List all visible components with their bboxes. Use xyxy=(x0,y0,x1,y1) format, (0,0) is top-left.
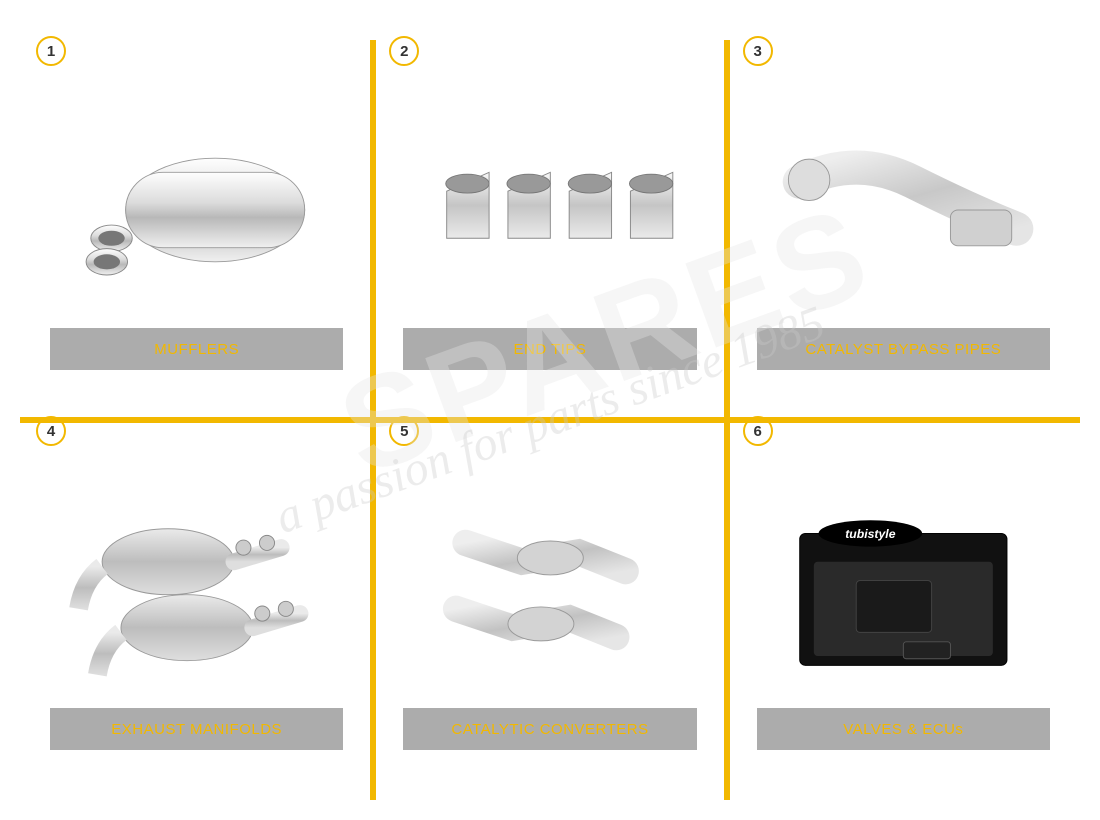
cell-label: END TIPS xyxy=(514,341,587,358)
muffler-icon xyxy=(55,77,338,343)
cell-label: VALVES & ECUs xyxy=(843,721,963,738)
badge-number: 5 xyxy=(400,423,408,440)
brand-text: tubistyle xyxy=(845,527,896,541)
cell-label-bar: MUFFLERS xyxy=(50,328,343,370)
grid-cell-endtips[interactable]: 2 xyxy=(373,20,726,400)
cell-label-bar: EXHAUST MANIFOLDS xyxy=(50,708,343,750)
ecu-box-icon: tubistyle xyxy=(762,457,1045,723)
cell-number-badge: 3 xyxy=(743,36,773,66)
cell-label-bar: CATALYTIC CONVERTERS xyxy=(403,708,696,750)
grid-cell-ecu[interactable]: 6 tubistyle VALVES & ECUs xyxy=(727,400,1080,780)
manifold-icon xyxy=(55,457,338,723)
grid-cell-mufflers[interactable]: 1 MUFFLERS xyxy=(20,20,373,400)
grid-cell-catconv[interactable]: 5 xyxy=(373,400,726,780)
badge-number: 3 xyxy=(753,43,761,60)
bypass-pipe-icon xyxy=(762,77,1045,343)
cell-label-bar: CATALYST BYPASS PIPES xyxy=(757,328,1050,370)
badge-number: 1 xyxy=(47,43,55,60)
cell-label-bar: END TIPS xyxy=(403,328,696,370)
cell-number-badge: 2 xyxy=(389,36,419,66)
catalytic-converter-icon xyxy=(409,457,692,723)
badge-number: 2 xyxy=(400,43,408,60)
badge-number: 4 xyxy=(47,423,55,440)
product-grid: 1 MUFFLERS xyxy=(20,20,1080,780)
cell-label: CATALYST BYPASS PIPES xyxy=(805,341,1001,358)
endtips-icon xyxy=(409,77,692,343)
cell-label: CATALYTIC CONVERTERS xyxy=(451,721,648,738)
cell-label: MUFFLERS xyxy=(154,341,239,358)
cell-label-bar: VALVES & ECUs xyxy=(757,708,1050,750)
divider-horizontal xyxy=(20,417,1080,423)
cell-number-badge: 1 xyxy=(36,36,66,66)
grid-cell-bypass[interactable]: 3 CATALYST BYPASS PIPES xyxy=(727,20,1080,400)
grid-cell-manifolds[interactable]: 4 xyxy=(20,400,373,780)
badge-number: 6 xyxy=(753,423,761,440)
cell-label: EXHAUST MANIFOLDS xyxy=(111,721,282,738)
